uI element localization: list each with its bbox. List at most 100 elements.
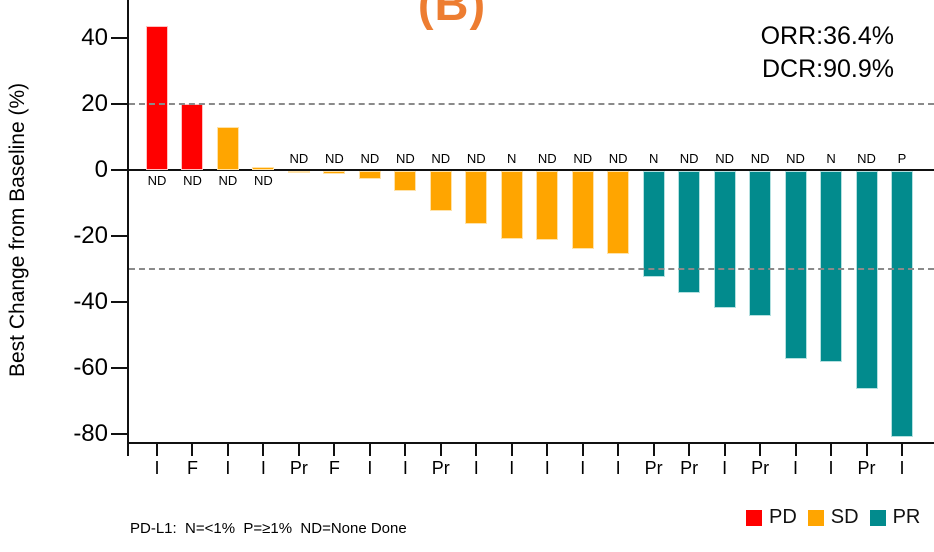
pdl1-label: ND xyxy=(857,151,876,166)
pdl1-label: ND xyxy=(324,151,344,166)
x-axis-line xyxy=(127,442,934,444)
legend-item-sd: SD xyxy=(807,506,859,529)
pdl1-label: ND xyxy=(183,173,202,188)
pdl1-label: ND xyxy=(289,151,309,166)
bar xyxy=(890,171,913,437)
imdc-label: Pr xyxy=(751,458,770,478)
pdl1-label: ND xyxy=(395,151,415,166)
imdc-label: Pr xyxy=(644,458,663,478)
bar xyxy=(252,166,275,170)
y-tick-mark xyxy=(111,235,128,237)
x-tick-mark xyxy=(368,444,371,456)
x-tick-mark xyxy=(688,444,691,456)
imdc-label: F xyxy=(328,458,340,478)
x-tick-mark xyxy=(475,444,478,456)
legend-label: PD xyxy=(769,506,797,528)
x-tick-mark xyxy=(546,444,549,456)
legend-label: PR xyxy=(892,506,921,528)
y-tick-label: 20 xyxy=(81,90,108,117)
x-tick-mark xyxy=(723,444,726,456)
x-tick-mark xyxy=(404,444,407,456)
imdc-label: Pr xyxy=(680,458,699,478)
bar xyxy=(536,171,559,241)
x-tick-mark xyxy=(333,444,336,456)
legend-item-pr: PR xyxy=(869,506,921,529)
pdl1-label: ND xyxy=(360,151,380,166)
x-tick-mark xyxy=(865,444,868,456)
bar xyxy=(784,171,807,360)
imdc-label: I xyxy=(828,458,834,478)
pdl1-label: ND xyxy=(147,173,167,188)
imdc-label: I xyxy=(580,458,586,478)
footnote-pdl1: PD-L1: N=<1% P=≥1% ND=None Done xyxy=(130,520,407,537)
imdc-label: I xyxy=(260,458,266,478)
legend: PD SD PR xyxy=(746,506,920,529)
pdl1-label: ND xyxy=(573,151,593,166)
bar xyxy=(607,171,630,254)
footnotes: PD-L1: N=<1% P=≥1% ND=None Done IMDC: F=… xyxy=(130,480,434,552)
y-tick-label: -20 xyxy=(73,222,108,249)
y-axis-label: Best Change from Baseline (%) xyxy=(6,82,29,378)
response-stats: ORR:36.4% DCR:90.9% xyxy=(761,20,894,86)
x-tick-mark xyxy=(156,444,158,456)
imdc-label: Pr xyxy=(289,458,308,478)
bar xyxy=(465,171,488,224)
bar xyxy=(855,171,878,389)
y-tick-label: 40 xyxy=(81,24,108,51)
bar xyxy=(323,171,346,175)
legend-label: SD xyxy=(830,506,859,528)
x-tick-mark xyxy=(617,444,620,456)
bar xyxy=(500,171,523,239)
bar xyxy=(216,127,239,170)
legend-item-pd: PD xyxy=(746,506,797,529)
pdl1-label: ND xyxy=(679,151,699,166)
imdc-label: I xyxy=(722,458,728,478)
pdl1-label: ND xyxy=(750,151,770,166)
bar xyxy=(429,171,452,211)
imdc-label: I xyxy=(509,458,515,478)
bar xyxy=(394,171,417,191)
x-tick-mark xyxy=(510,444,513,456)
x-tick-mark xyxy=(297,444,300,456)
bar xyxy=(749,171,772,317)
imdc-label: I xyxy=(615,458,621,478)
pdl1-label: ND xyxy=(431,151,451,166)
reference-line-20 xyxy=(129,103,934,105)
x-tick-mark xyxy=(900,444,903,456)
legend-swatch-pr xyxy=(869,509,886,526)
x-tick-mark xyxy=(581,444,584,456)
y-tick-mark xyxy=(111,103,128,105)
imdc-label: Pr xyxy=(431,458,450,478)
y-axis-line xyxy=(127,0,129,456)
y-tick-mark xyxy=(111,367,128,369)
pdl1-label: N xyxy=(826,151,836,166)
bar xyxy=(181,104,204,170)
x-tick-mark xyxy=(794,444,797,456)
x-tick-mark xyxy=(759,444,762,456)
pdl1-label: P xyxy=(897,151,907,166)
pdl1-label: ND xyxy=(608,151,628,166)
x-tick-mark xyxy=(830,444,833,456)
imdc-label: I xyxy=(793,458,799,478)
y-tick-mark xyxy=(111,169,128,171)
x-tick-mark xyxy=(262,444,265,456)
y-tick-mark xyxy=(111,433,128,435)
x-tick-mark xyxy=(652,444,655,456)
imdc-label: I xyxy=(402,458,408,478)
reference-line--30 xyxy=(129,268,934,270)
y-tick-label: -80 xyxy=(73,420,108,447)
bar xyxy=(287,171,310,173)
pdl1-label: ND xyxy=(537,151,557,166)
legend-swatch-pd xyxy=(746,509,762,526)
x-tick-mark xyxy=(226,444,229,456)
bar xyxy=(358,171,381,180)
bar xyxy=(571,171,594,249)
imdc-label: I xyxy=(154,458,160,478)
y-tick-label: 0 xyxy=(94,156,108,183)
imdc-label: I xyxy=(899,458,905,478)
bar xyxy=(678,171,701,294)
bar xyxy=(146,26,168,170)
pdl1-label: ND xyxy=(786,151,805,166)
bar xyxy=(642,171,665,277)
